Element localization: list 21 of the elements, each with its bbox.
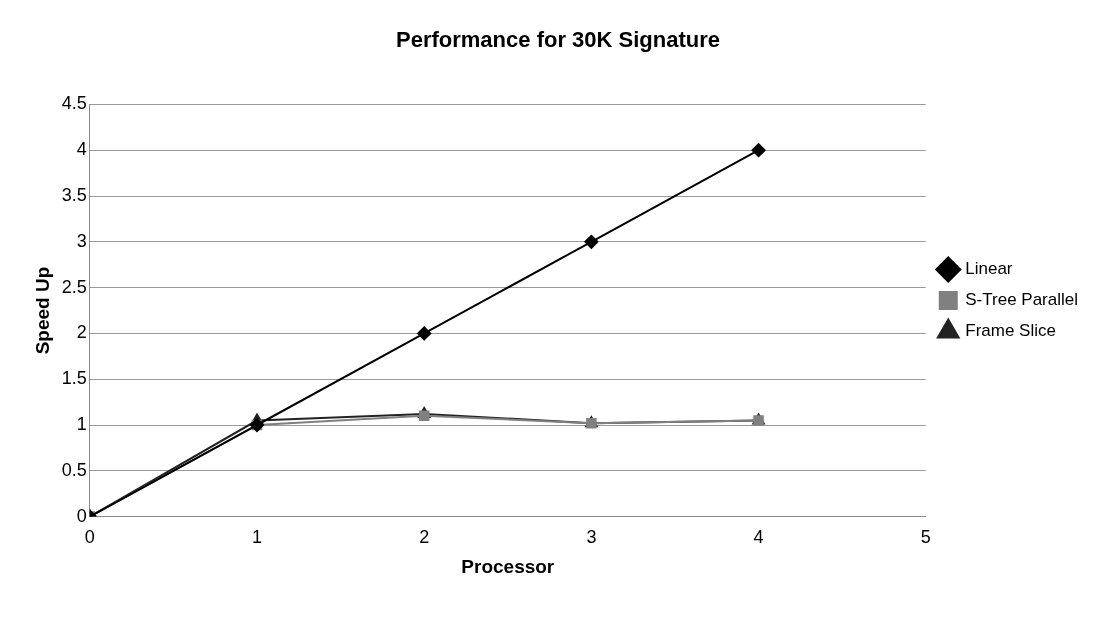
x-tick-label: 4 [753, 527, 764, 548]
x-tick-label: 5 [920, 527, 931, 548]
y-tick-label: 2 [76, 322, 87, 343]
y-tick-label: 4 [76, 139, 87, 160]
x-tick-label: 1 [252, 527, 263, 548]
y-tick-label: 4.5 [61, 93, 87, 114]
x-tick-label: 2 [419, 527, 430, 548]
y-tick-label: 2.5 [61, 276, 87, 297]
legend-label: Linear [965, 259, 1013, 279]
y-tick-label: 0 [76, 505, 87, 526]
legend-label: S-Tree Parallel [965, 290, 1079, 310]
y-tick-label: 1.5 [61, 368, 87, 389]
y-tick-label: 3.5 [61, 184, 87, 205]
legend-label: Frame Slice [965, 321, 1056, 341]
chart-title: Performance for 30K Signature [396, 27, 720, 53]
y-tick-label: 0.5 [61, 459, 87, 480]
y-tick-label: 3 [76, 230, 87, 251]
y-axis-title: Speed Up [31, 266, 53, 355]
y-tick-label: 1 [76, 413, 87, 434]
x-axis-title: Processor [461, 555, 555, 577]
x-tick-label: 3 [586, 527, 597, 548]
